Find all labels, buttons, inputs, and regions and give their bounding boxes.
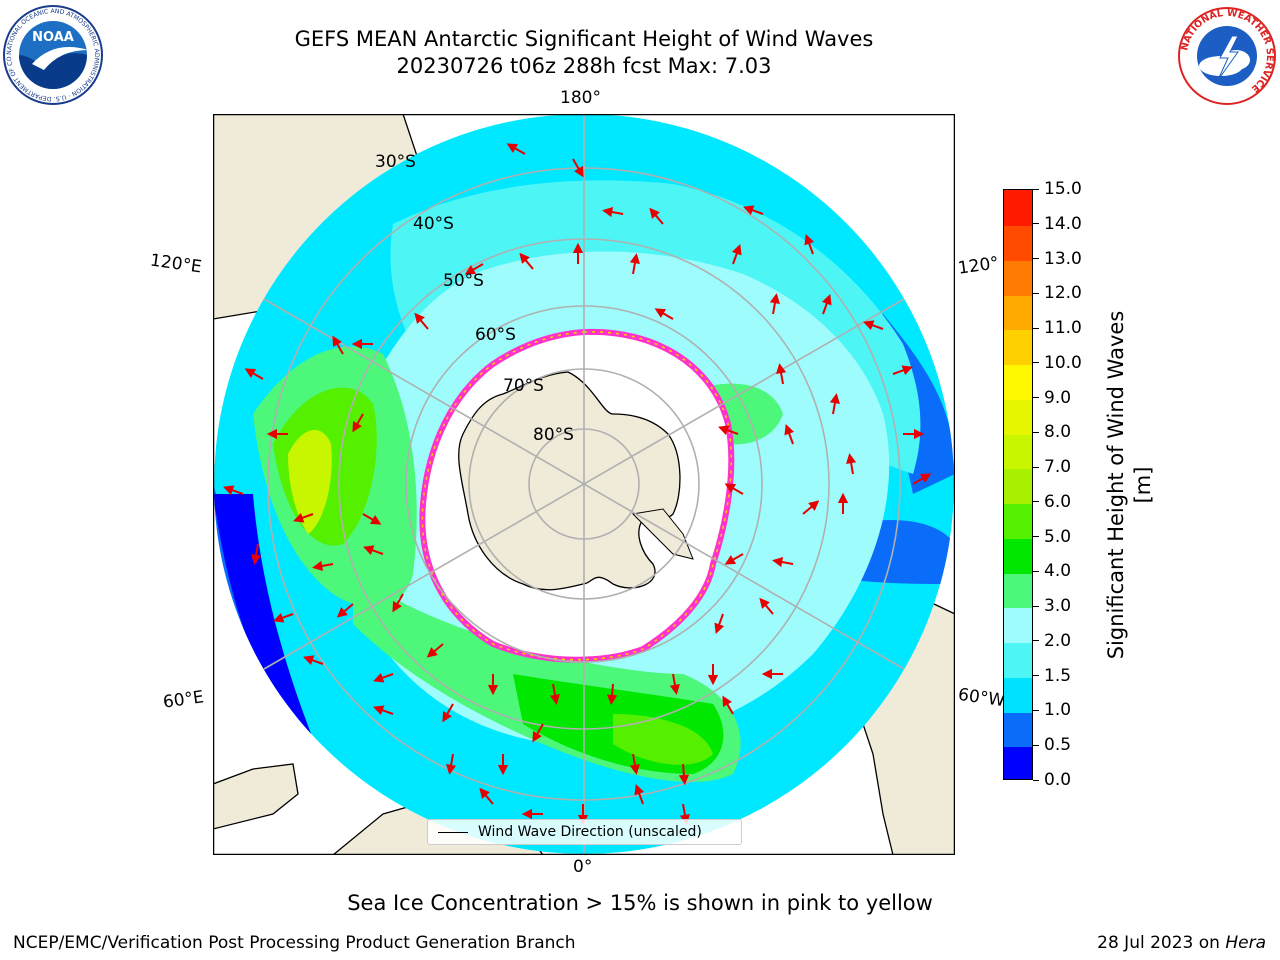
colorbar-tick xyxy=(1033,362,1039,364)
colorbar-tick xyxy=(1033,675,1039,677)
noaa-logo-text: NOAA xyxy=(32,30,74,45)
colorbar-tick-label: 13.0 xyxy=(1044,248,1082,269)
footer-date: 28 Jul 2023 on Hera xyxy=(1097,933,1266,953)
footer-date-text: 28 Jul 2023 on xyxy=(1097,933,1226,953)
lat-label-40s: 40°S xyxy=(413,214,454,234)
colorbar-tick xyxy=(1033,431,1039,433)
colorbar-segment xyxy=(1004,468,1032,505)
colorbar-tick xyxy=(1033,779,1039,781)
map-legend: Wind Wave Direction (unscaled) xyxy=(427,819,742,845)
colorbar-tick xyxy=(1033,258,1039,260)
colorbar-tick xyxy=(1033,640,1039,642)
colorbar-tick xyxy=(1033,188,1039,190)
colorbar-tick-label: 6.0 xyxy=(1044,491,1072,512)
latitude-labels: 30°S 40°S 50°S 60°S 70°S 80°S xyxy=(375,152,574,445)
colorbar-segment xyxy=(1004,363,1032,400)
colorbar-segment xyxy=(1004,537,1032,574)
colorbar-tick-label: 3.0 xyxy=(1044,596,1072,617)
colorbar-segment xyxy=(1004,224,1032,261)
footer-credit: NCEP/EMC/Verification Post Processing Pr… xyxy=(13,933,576,953)
lat-label-60s: 60°S xyxy=(475,325,516,345)
map-border xyxy=(213,114,955,855)
colorbar-tick xyxy=(1033,605,1039,607)
colorbar-tick-label: 4.0 xyxy=(1044,561,1072,582)
colorbar-tick xyxy=(1033,327,1039,329)
colorbar-tick-label: 2.0 xyxy=(1044,630,1072,651)
lon-label-0: 0° xyxy=(573,857,593,877)
colorbar-tick xyxy=(1033,709,1039,711)
colorbar-segment xyxy=(1004,190,1032,226)
colorbar-tick xyxy=(1033,223,1039,225)
colorbar-tick-label: 1.5 xyxy=(1044,665,1072,686)
lat-label-50s: 50°S xyxy=(443,271,484,291)
lon-label-120w: 120° xyxy=(956,253,1001,279)
colorbar-tick xyxy=(1033,536,1039,538)
colorbar-tick-label: 0.5 xyxy=(1044,735,1072,756)
colorbar-tick-label: 1.0 xyxy=(1044,700,1072,721)
legend-label: Wind Wave Direction (unscaled) xyxy=(478,824,702,840)
wind-wave-arrows xyxy=(223,143,932,826)
colorbar-segment xyxy=(1004,746,1032,779)
map-subtitle: 20230726 t06z 288h fcst Max: 7.03 xyxy=(396,54,772,78)
colorbar-label: Significant Height of Wind Waves [m] xyxy=(1104,310,1155,660)
colorbar-segment xyxy=(1004,676,1032,713)
nws-logo: NATIONAL WEATHER SERVICE xyxy=(1178,7,1276,105)
colorbar-tick-label: 5.0 xyxy=(1044,526,1072,547)
map-title: GEFS MEAN Antarctic Significant Height o… xyxy=(294,27,874,51)
colorbar xyxy=(1003,189,1033,780)
colorbar-segment xyxy=(1004,607,1032,644)
lon-label-180: 180° xyxy=(560,88,601,108)
sea-ice-note: Sea Ice Concentration > 15% is shown in … xyxy=(347,891,933,915)
colorbar-tick-label: 0.0 xyxy=(1044,770,1072,790)
colorbar-tick-label: 9.0 xyxy=(1044,387,1072,408)
colorbar-segment xyxy=(1004,502,1032,539)
colorbar-tick xyxy=(1033,501,1039,503)
lon-label-60e: 60°E xyxy=(161,687,206,713)
colorbar-segment xyxy=(1004,294,1032,331)
colorbar-segment xyxy=(1004,711,1032,748)
colorbar-tick xyxy=(1033,466,1039,468)
colorbar-tick-label: 15.0 xyxy=(1044,179,1082,199)
colorbar-segment xyxy=(1004,398,1032,435)
noaa-logo: NATIONAL OCEANIC AND ATMOSPHERIC ADMINIS… xyxy=(2,4,103,105)
colorbar-tick-label: 8.0 xyxy=(1044,422,1072,443)
colorbar-segment xyxy=(1004,641,1032,678)
colorbar-segment xyxy=(1004,329,1032,366)
colorbar-tick xyxy=(1033,570,1039,572)
antarctic-wave-height-map: 30°S 40°S 50°S 60°S 70°S 80°S xyxy=(213,114,955,855)
colorbar-tick-label: 11.0 xyxy=(1044,318,1082,339)
lon-label-120e: 120°E xyxy=(148,250,203,278)
colorbar-tick-label: 14.0 xyxy=(1044,213,1082,234)
colorbar-tick-label: 7.0 xyxy=(1044,457,1072,478)
footer-host: Hera xyxy=(1225,933,1266,953)
colorbar-tick xyxy=(1033,397,1039,399)
graticule xyxy=(214,114,954,854)
lat-label-70s: 70°S xyxy=(503,376,544,396)
colorbar-segment xyxy=(1004,572,1032,609)
colorbar-tick xyxy=(1033,292,1039,294)
colorbar-tick xyxy=(1033,744,1039,746)
colorbar-tick-label: 10.0 xyxy=(1044,352,1082,373)
colorbar-segment xyxy=(1004,259,1032,296)
lon-label-60w: 60°W xyxy=(956,684,1007,712)
colorbar-segment xyxy=(1004,433,1032,470)
lat-label-30s: 30°S xyxy=(375,152,416,172)
lat-label-80s: 80°S xyxy=(533,425,574,445)
legend-line-sample xyxy=(438,832,468,833)
colorbar-tick-label: 12.0 xyxy=(1044,283,1082,304)
